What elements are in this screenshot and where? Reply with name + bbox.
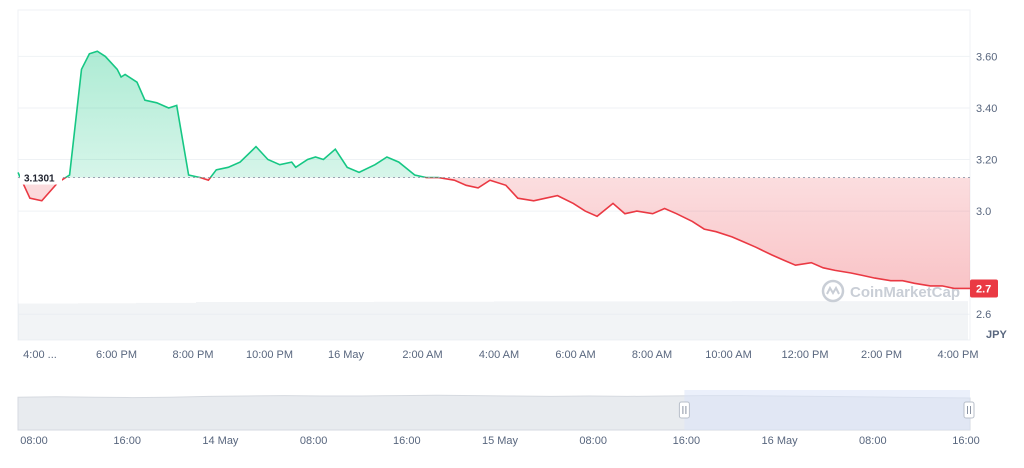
x-tick-label: 8:00 AM xyxy=(632,349,672,361)
x-tick-label: 2:00 PM xyxy=(861,349,902,361)
baseline-label: 3.1301 xyxy=(24,174,55,185)
y-tick-label: 3.0 xyxy=(976,206,991,218)
x-axis: 4:00 ... 6:00 PM 8:00 PM 10:00 PM 16 May 2:00… xyxy=(23,349,978,361)
navigator-handle-right[interactable] xyxy=(963,401,975,419)
y-tick-label: 3.40 xyxy=(976,103,997,115)
volume-layer xyxy=(18,301,968,340)
navigator-x-tick-label: 15 May xyxy=(482,435,519,447)
navigator-x-axis: 08:00 16:00 14 May 08:00 16:00 15 May 08:00 16:… xyxy=(20,435,980,447)
watermark-text: CoinMarketCap xyxy=(850,284,960,301)
y-axis: 3.60 3.40 3.20 3.0 2.6 xyxy=(976,51,997,321)
navigator-x-tick-label: 16:00 xyxy=(393,435,421,447)
baseline-label-background xyxy=(20,170,62,185)
y-tick-label: 2.6 xyxy=(976,309,991,321)
x-tick-label: 8:00 PM xyxy=(173,349,214,361)
x-tick-label: 10:00 AM xyxy=(705,349,751,361)
y-tick-label: 3.60 xyxy=(976,51,997,63)
line-layer xyxy=(17,50,970,290)
watermark: CoinMarketCap xyxy=(821,279,960,303)
x-tick-label: 6:00 AM xyxy=(555,349,595,361)
x-tick-label: 6:00 PM xyxy=(96,349,137,361)
navigator-handle-left[interactable] xyxy=(678,401,690,419)
handle-grip[interactable] xyxy=(678,401,690,419)
y-tick-label: 3.20 xyxy=(976,155,997,167)
area-above-baseline xyxy=(18,51,427,178)
navigator-x-tick-label: 14 May xyxy=(202,435,239,447)
price-line-down xyxy=(19,177,970,290)
x-tick-label: 4:00 PM xyxy=(938,349,979,361)
navigator-x-tick-label: 16:00 xyxy=(113,435,141,447)
area-below-baseline xyxy=(18,177,970,289)
x-tick-label: 16 May xyxy=(328,349,365,361)
fill-layer xyxy=(18,51,970,289)
navigator-x-tick-label: 08:00 xyxy=(20,435,48,447)
handle-grip[interactable] xyxy=(963,401,975,419)
x-tick-label: 4:00 AM xyxy=(479,349,519,361)
navigator-x-tick-label: 08:00 xyxy=(579,435,607,447)
x-tick-label: 10:00 PM xyxy=(246,349,293,361)
unit-label: JPY xyxy=(986,329,1007,341)
navigator-x-tick-label: 08:00 xyxy=(859,435,887,447)
last-price-tag xyxy=(970,279,998,298)
navigator-selection[interactable] xyxy=(684,390,970,430)
coinmarketcap-logo-mark-icon xyxy=(826,285,840,295)
x-tick-label: 12:00 PM xyxy=(781,349,828,361)
range-navigator[interactable]: 08:00 16:00 14 May 08:00 16:00 15 May 08:00 16:… xyxy=(17,390,980,447)
navigator-x-tick-label: 08:00 xyxy=(300,435,328,447)
navigator-x-tick-label: 16 May xyxy=(762,435,799,447)
last-price-label: 2.7 xyxy=(976,283,991,295)
price-line-up xyxy=(17,50,444,178)
x-tick-label: 4:00 ... xyxy=(23,349,57,361)
navigator-x-tick-label: 16:00 xyxy=(673,435,701,447)
navigator-x-tick-label: 16:00 xyxy=(952,435,980,447)
coinmarketcap-logo-icon xyxy=(821,279,845,303)
x-tick-label: 2:00 AM xyxy=(402,349,442,361)
